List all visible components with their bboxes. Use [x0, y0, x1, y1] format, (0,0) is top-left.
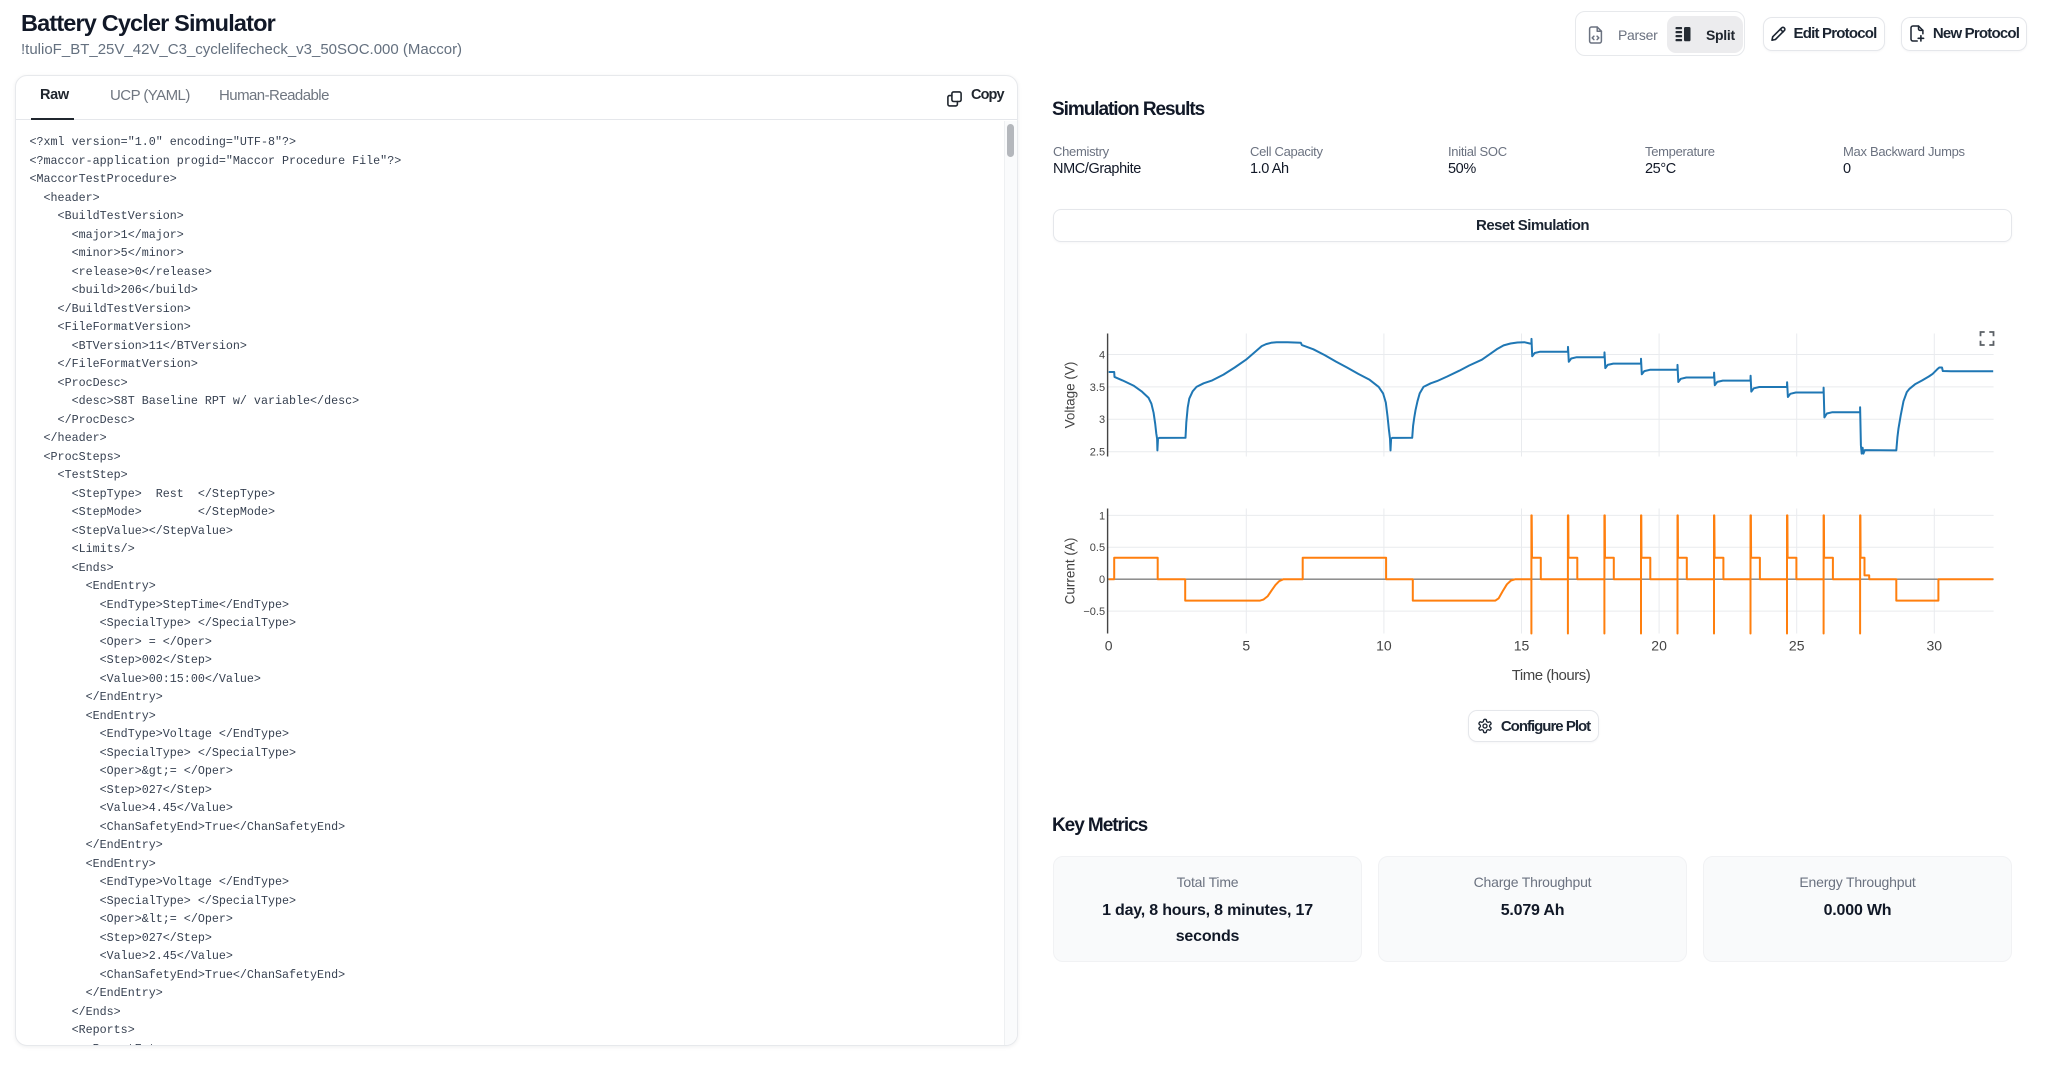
svg-text:0: 0	[1105, 638, 1113, 654]
svg-text:Current (A): Current (A)	[1063, 538, 1078, 605]
svg-text:25: 25	[1789, 638, 1805, 654]
svg-text:10: 10	[1376, 638, 1392, 654]
svg-text:3: 3	[1099, 414, 1105, 426]
svg-text:1: 1	[1099, 510, 1105, 522]
svg-text:3.5: 3.5	[1090, 382, 1105, 394]
svg-text:4: 4	[1099, 349, 1105, 361]
svg-text:30: 30	[1927, 638, 1943, 654]
svg-text:−0.5: −0.5	[1083, 606, 1105, 618]
svg-text:Time (hours): Time (hours)	[1512, 667, 1591, 684]
svg-text:5: 5	[1242, 638, 1250, 654]
svg-text:20: 20	[1651, 638, 1667, 654]
svg-text:2.5: 2.5	[1090, 447, 1105, 459]
svg-text:0: 0	[1099, 574, 1105, 586]
svg-text:0.5: 0.5	[1090, 542, 1105, 554]
svg-text:15: 15	[1514, 638, 1530, 654]
svg-text:Voltage (V): Voltage (V)	[1063, 362, 1078, 429]
